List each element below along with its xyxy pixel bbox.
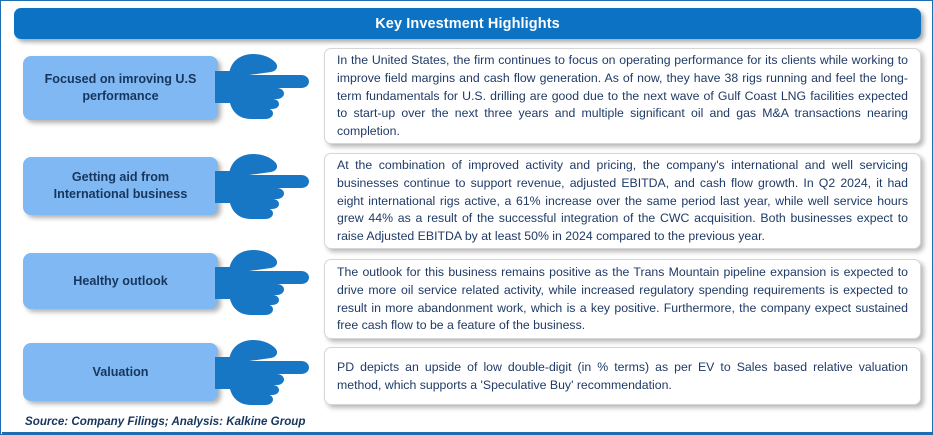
highlight-text-card-1: In the United States, the firm continues… (324, 48, 921, 144)
source-note: Source: Company Filings; Analysis: Kalki… (25, 415, 306, 428)
page-title: Key Investment Highlights (375, 15, 560, 32)
pointing-hand-right-icon (215, 51, 315, 123)
highlight-text-card-3: The outlook for this business remains po… (324, 259, 921, 339)
highlight-label-text: Getting aid from International business (53, 170, 188, 201)
highlight-body-text: At the combination of improved activity … (337, 157, 908, 244)
highlight-body-text: The outlook for this business remains po… (337, 264, 908, 333)
highlight-body-text: PD depicts an upside of low double-digit… (337, 359, 908, 392)
header-bar: Key Investment Highlights (14, 8, 921, 39)
pointing-hand-right-icon (215, 247, 315, 319)
highlight-label-box-4[interactable]: Valuation (23, 343, 218, 401)
pointing-hand-right-icon (215, 151, 315, 223)
highlight-text-card-2: At the combination of improved activity … (324, 153, 921, 249)
highlight-label-text: Focused on imroving U.S performance (44, 72, 197, 103)
highlight-text-card-4: PD depicts an upside of low double-digit… (324, 347, 921, 405)
highlight-body-text: In the United States, the firm continues… (337, 52, 908, 139)
highlight-label-text: Healthy outlook (73, 273, 168, 288)
highlight-label-text: Valuation (92, 364, 149, 379)
footer-divider (2, 432, 932, 434)
highlight-label-box-1[interactable]: Focused on imroving U.S performance (23, 56, 218, 120)
highlight-label-box-3[interactable]: Healthy outlook (23, 253, 218, 309)
highlight-label-box-2[interactable]: Getting aid from International business (23, 157, 218, 215)
pointing-hand-right-icon (215, 337, 315, 409)
